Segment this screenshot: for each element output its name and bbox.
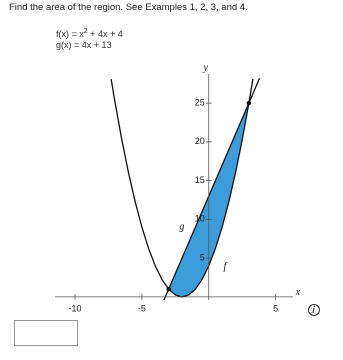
- y-tick-label: 10: [195, 214, 205, 224]
- equals: =: [74, 40, 80, 50]
- g-label: g: [179, 221, 184, 232]
- x-axis-label: x: [295, 287, 301, 298]
- f-name: f(x): [56, 29, 69, 39]
- f-definition: f(x) = x2 + 4x + 4: [56, 28, 123, 39]
- y-tick-label: 15: [195, 175, 205, 185]
- answer-box[interactable]: [14, 320, 78, 346]
- x-tick-label: -10: [69, 303, 82, 313]
- plot-area: [110, 78, 261, 300]
- curve-g: [163, 78, 261, 300]
- expression: 4x + 13: [81, 40, 112, 50]
- exponent: 2: [83, 28, 88, 35]
- y-tick-label: 20: [195, 136, 205, 146]
- x-tick-label: 5: [273, 303, 278, 313]
- x-tick-label: -5: [138, 303, 146, 313]
- base: x: [79, 29, 84, 39]
- g-definition: g(x) = 4x + 13: [56, 40, 112, 50]
- intersection-point: [166, 286, 171, 292]
- y-tick-label: 25: [195, 97, 205, 107]
- y-tick-label: 5: [200, 253, 205, 263]
- intersection-point: [246, 100, 252, 106]
- question: Find the area of the region. See Example…: [9, 2, 248, 13]
- info-icon[interactable]: [308, 304, 320, 316]
- equals: =: [71, 29, 77, 39]
- rest: + 4x + 4: [90, 29, 123, 39]
- g-name: g(x): [56, 40, 72, 50]
- y-axis-label: y: [203, 62, 209, 73]
- f-label: f: [223, 262, 227, 273]
